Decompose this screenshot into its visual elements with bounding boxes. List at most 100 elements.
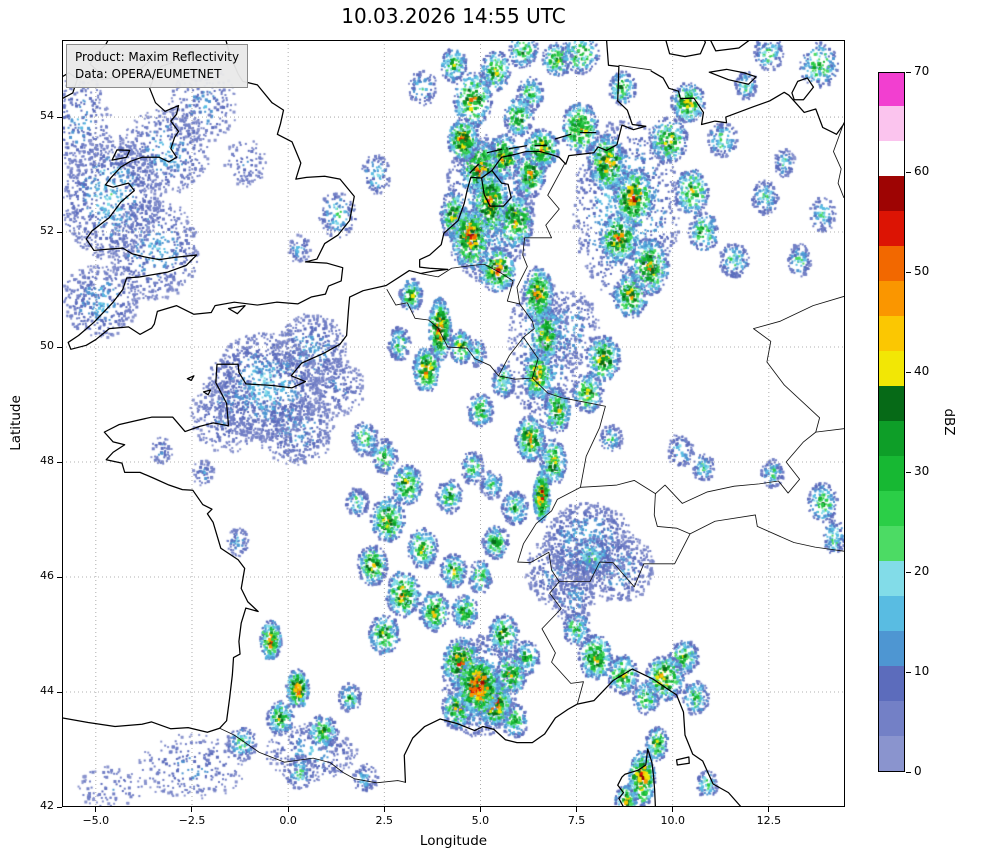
x-tick-label: 5.0 — [471, 814, 490, 827]
y-tick-label: 46 — [40, 569, 54, 582]
coastline-ijsselmeer — [482, 171, 512, 207]
y-tick-label: 44 — [40, 684, 54, 697]
coastline-baltic — [651, 71, 844, 134]
y-tick-mark — [57, 806, 62, 808]
coastline-great-britain — [68, 40, 354, 349]
colorbar-tick-mark — [906, 471, 911, 473]
colorbar-unit-label: dBZ — [941, 408, 957, 436]
x-tick-label: 10.0 — [660, 814, 685, 827]
colorbar-band — [879, 140, 904, 176]
border-belgium-netherlands — [420, 264, 520, 304]
border-germany-poland — [833, 123, 843, 198]
colorbar-tick-mark — [906, 571, 911, 573]
x-tick-mark — [672, 807, 674, 812]
colorbar-tick-label: 70 — [914, 64, 930, 78]
colorbar-band — [879, 630, 904, 666]
colorbar-band — [879, 210, 904, 246]
coastline-small-islands — [62, 73, 689, 765]
x-tick-mark — [191, 807, 193, 812]
coastlines — [62, 40, 844, 807]
colorbar-band — [879, 665, 904, 701]
coastline-danish-islands — [666, 40, 814, 100]
colorbar-band — [879, 560, 904, 596]
x-tick-mark — [479, 807, 481, 812]
y-tick-label: 52 — [40, 224, 54, 238]
x-tick-label: −5.0 — [82, 814, 110, 827]
y-tick-label: 48 — [40, 454, 54, 468]
colorbar-band — [879, 490, 904, 526]
x-tick-label: −2.5 — [178, 814, 206, 827]
x-tick-label: 12.5 — [756, 814, 782, 827]
border-austria-czechia — [816, 429, 844, 432]
colorbar-band — [879, 175, 904, 211]
x-tick-label: 0.0 — [279, 814, 297, 827]
country-borders — [220, 65, 844, 783]
colorbar-tick-label: 60 — [914, 164, 930, 178]
colorbar-band — [879, 350, 904, 386]
x-tick-mark — [768, 807, 770, 812]
coastline-mediterranean — [404, 669, 741, 807]
colorbar-tick-label: 10 — [914, 664, 930, 678]
border-france-belgium — [387, 290, 499, 376]
colorbar-band — [879, 700, 904, 736]
gridlines — [62, 40, 845, 807]
colorbar-band — [879, 525, 904, 561]
border-france-germany — [532, 378, 605, 487]
border-france-spain-pyrenees — [220, 728, 406, 783]
colorbar-tick-mark — [906, 671, 911, 673]
border-france-italy — [542, 582, 584, 704]
colorbar-tick-label: 40 — [914, 364, 930, 378]
y-tick-label: 50 — [40, 339, 54, 353]
y-tick-label: 54 — [40, 109, 54, 123]
product-info-box: Product: Maxim Reflectivity Data: OPERA/… — [66, 44, 249, 89]
y-axis-label: Latitude — [8, 395, 24, 451]
y-tick-mark — [57, 691, 62, 693]
border-belgium-luxembourg-germany — [498, 304, 538, 379]
coastlines-and-borders — [62, 40, 844, 807]
colorbar-band — [879, 420, 904, 456]
border-netherlands-germany — [517, 163, 565, 304]
x-tick-mark — [576, 807, 578, 812]
colorbar-tick-mark — [906, 271, 911, 273]
x-tick-mark — [287, 807, 289, 812]
colorbar-band — [879, 385, 904, 421]
border-italy-austria — [690, 515, 844, 551]
coastline-continent-atlantic — [62, 40, 646, 732]
basemap — [62, 40, 845, 807]
x-tick-mark — [95, 807, 97, 812]
colorbar-tick-label: 0 — [914, 764, 922, 778]
colorbar-band — [879, 595, 904, 631]
colorbar-band — [879, 280, 904, 316]
colorbar-tick-label: 30 — [914, 464, 930, 478]
y-tick-mark — [57, 116, 62, 118]
border-germany-denmark — [619, 65, 651, 70]
x-tick-label: 2.5 — [375, 814, 394, 827]
colorbar-band — [879, 315, 904, 351]
x-tick-label: 7.5 — [567, 814, 586, 827]
plot-title: 10.03.2026 14:55 UTC — [341, 4, 566, 28]
colorbar-tick-mark — [906, 771, 911, 773]
product-info-line1: Product: Maxim Reflectivity — [75, 50, 240, 64]
colorbar-tick-mark — [906, 371, 911, 373]
coastline-wadden-islands — [470, 133, 596, 173]
y-tick-mark — [57, 346, 62, 348]
product-info-line2: Data: OPERA/EUMETNET — [75, 67, 222, 82]
colorbar-tick-label: 50 — [914, 264, 930, 278]
y-tick-mark — [57, 461, 62, 463]
radar-echo-layer — [62, 40, 845, 807]
colorbar-tick-label: 20 — [914, 564, 930, 578]
colorbar-tick-mark — [906, 71, 911, 73]
y-tick-label: 42 — [40, 799, 54, 812]
colorbar — [878, 72, 905, 772]
border-germany-austria-czechia — [655, 296, 843, 503]
x-tick-mark — [383, 807, 385, 812]
y-tick-mark — [57, 231, 62, 233]
colorbar-band — [879, 73, 904, 106]
colorbar-band — [879, 105, 904, 141]
y-tick-mark — [57, 576, 62, 578]
colorbar-band — [879, 245, 904, 281]
x-axis-label: Longitude — [419, 833, 488, 849]
coastline-corsica — [618, 749, 656, 807]
colorbar-tick-mark — [906, 171, 911, 173]
